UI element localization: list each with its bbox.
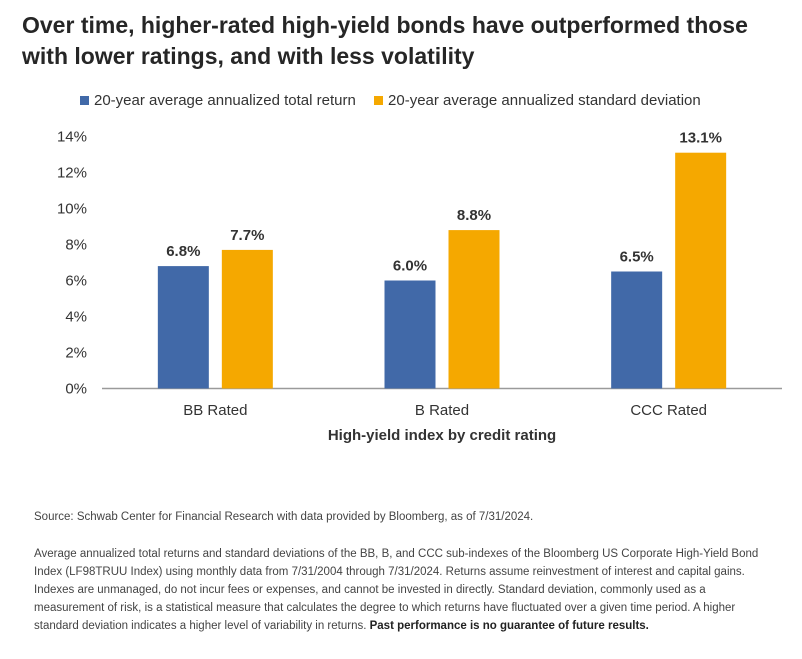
footnote: Average annualized total returns and sta… bbox=[34, 545, 779, 635]
legend: 20-year average annualized total return … bbox=[80, 92, 715, 109]
legend-label-stdev: 20-year average annualized standard devi… bbox=[388, 92, 701, 109]
y-tick-label: 2% bbox=[65, 345, 87, 362]
y-tick-label: 10% bbox=[57, 201, 87, 218]
data-label: 6.5% bbox=[620, 249, 654, 266]
chart-title: Over time, higher-rated high-yield bonds… bbox=[22, 12, 748, 69]
bar bbox=[675, 152, 727, 389]
legend-item-stdev: 20-year average annualized standard devi… bbox=[374, 92, 701, 109]
bar bbox=[221, 249, 273, 389]
legend-swatch-return bbox=[80, 96, 89, 105]
bar-chart: 0% 2% 4% 6% 8% 10% 12% 14% 6.8% 7.7% BB Rated 6.0% 8… bbox=[57, 129, 782, 444]
data-label: 8.8% bbox=[457, 207, 491, 224]
x-tick-label: CCC Rated bbox=[630, 402, 707, 419]
data-label: 7.7% bbox=[230, 227, 264, 244]
data-label: 6.0% bbox=[393, 258, 427, 275]
legend-label-return: 20-year average annualized total return bbox=[94, 92, 356, 109]
bar bbox=[448, 230, 500, 389]
disclaimer: Past performance is no guarantee of futu… bbox=[369, 620, 649, 632]
y-tick-label: 12% bbox=[57, 165, 87, 182]
x-tick-label: B Rated bbox=[415, 402, 469, 419]
bar bbox=[157, 266, 209, 389]
source-note: Source: Schwab Center for Financial Rese… bbox=[34, 511, 534, 523]
y-tick-label: 4% bbox=[65, 309, 87, 326]
data-label: 6.8% bbox=[166, 243, 200, 260]
y-tick-label: 6% bbox=[65, 273, 87, 290]
y-tick-label: 14% bbox=[57, 129, 87, 146]
x-axis-label: High-yield index by credit rating bbox=[328, 427, 556, 444]
data-label: 13.1% bbox=[679, 130, 722, 147]
x-tick-label: BB Rated bbox=[183, 402, 247, 419]
legend-item-return: 20-year average annualized total return bbox=[80, 92, 356, 109]
y-tick-label: 8% bbox=[65, 237, 87, 254]
footnote-text: Average annualized total returns and sta… bbox=[34, 548, 759, 632]
legend-swatch-stdev bbox=[374, 96, 384, 105]
bar bbox=[384, 280, 436, 389]
y-tick-label: 0% bbox=[65, 381, 87, 398]
bar bbox=[611, 271, 663, 389]
